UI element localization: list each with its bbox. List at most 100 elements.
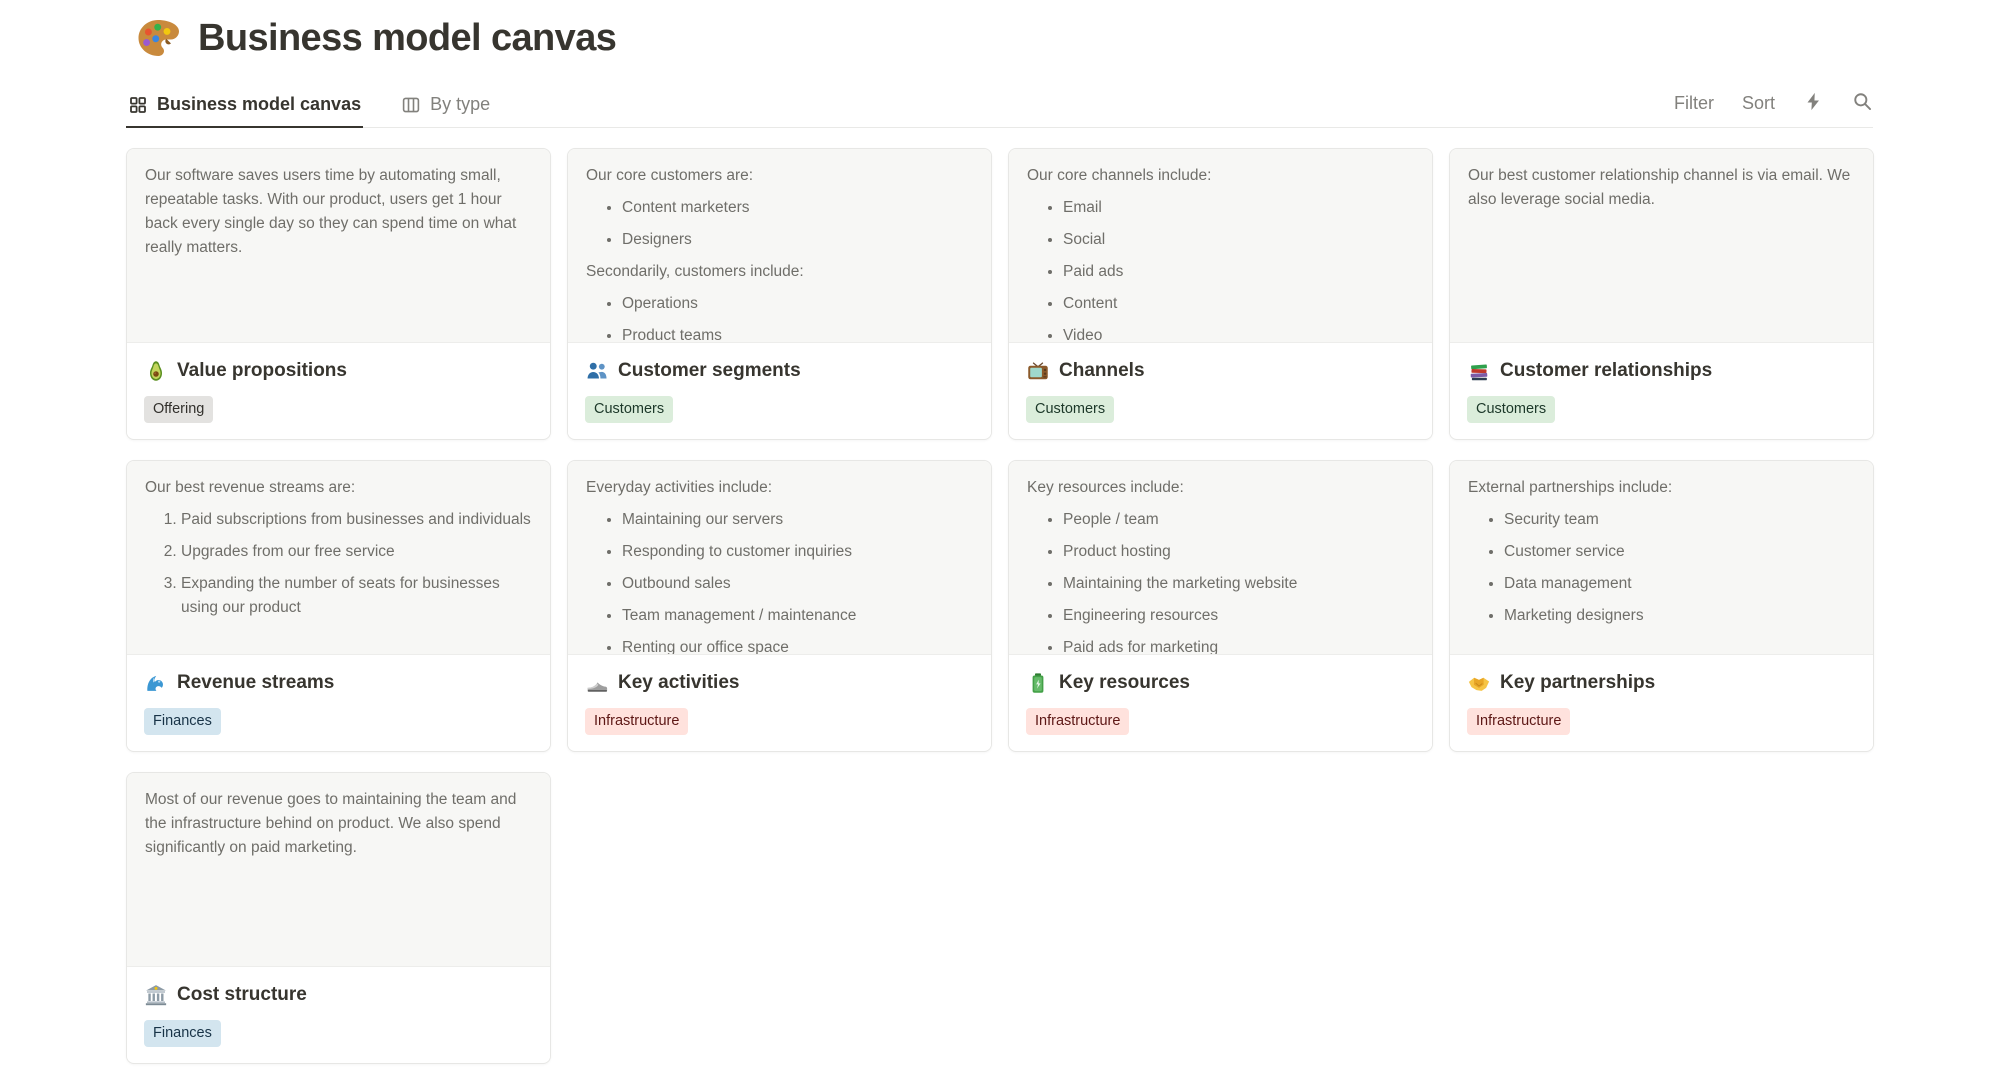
card-footer: Customer segments Customers bbox=[568, 343, 991, 437]
card-cost-structure[interactable]: Most of our revenue goes to maintaining … bbox=[126, 772, 551, 1064]
preview-list-item: Product hosting bbox=[1063, 540, 1414, 564]
preview-list-item: Marketing designers bbox=[1504, 604, 1855, 628]
lightning-button[interactable] bbox=[1803, 92, 1824, 114]
tab-label: By type bbox=[430, 94, 491, 114]
preview-list-item: Team management / maintenance bbox=[622, 604, 973, 628]
card-preview: Our best customer relationship channel i… bbox=[1450, 149, 1873, 343]
card-footer: Key activities Infrastructure bbox=[568, 655, 991, 749]
gallery-grid: Our software saves users time by automat… bbox=[126, 148, 1874, 1064]
preview-list-item: Video bbox=[1063, 324, 1414, 342]
preview-paragraph: Key resources include: bbox=[1027, 479, 1184, 496]
card-title: Key partnerships bbox=[1500, 671, 1656, 693]
card-title: Cost structure bbox=[177, 983, 307, 1005]
tab-label: Business model canvas bbox=[157, 94, 362, 114]
page-header: Business model canvas bbox=[0, 0, 1999, 62]
card-preview: Everyday activities include: Maintaining … bbox=[568, 461, 991, 655]
palette-icon[interactable] bbox=[134, 14, 182, 62]
card-preview: Most of our revenue goes to maintaining … bbox=[127, 773, 550, 967]
card-customer-segments[interactable]: Our core customers are: Content marketers… bbox=[567, 148, 992, 440]
card-tag: Infrastructure bbox=[1467, 708, 1571, 735]
preview-paragraph: Our best customer relationship channel i… bbox=[1468, 167, 1851, 208]
card-footer: Customer relationships Customers bbox=[1450, 343, 1873, 437]
bank-icon bbox=[144, 983, 168, 1007]
view-bar: Business model canvas By type Filter Sor… bbox=[126, 86, 1873, 128]
preview-list-item: Customer service bbox=[1504, 540, 1855, 564]
tab-business-model-canvas[interactable]: Business model canvas bbox=[126, 86, 364, 128]
card-tag: Finances bbox=[144, 1020, 221, 1047]
card-footer: Value propositions Offering bbox=[127, 343, 550, 437]
filter-button[interactable]: Filter bbox=[1673, 93, 1714, 113]
view-tabs: Business model canvas By type bbox=[126, 86, 492, 128]
battery-icon bbox=[1026, 671, 1050, 695]
preview-list-item: Paid ads for marketing bbox=[1063, 636, 1414, 654]
card-key-partnerships[interactable]: External partnerships include: Security t… bbox=[1449, 460, 1874, 752]
card-preview: Our core channels include: Email Social Pai… bbox=[1009, 149, 1432, 343]
preview-list-item: Responding to customer inquiries bbox=[622, 540, 973, 564]
preview-list-item: Content bbox=[1063, 292, 1414, 316]
card-title: Customer relationships bbox=[1500, 359, 1713, 381]
books-icon bbox=[1467, 359, 1491, 383]
card-footer: Key resources Infrastructure bbox=[1009, 655, 1432, 749]
card-footer: Cost structure Finances bbox=[127, 967, 550, 1061]
preview-list-item: Engineering resources bbox=[1063, 604, 1414, 628]
preview-list-item: Designers bbox=[622, 228, 973, 252]
busts-icon bbox=[585, 359, 609, 383]
card-revenue-streams[interactable]: Our best revenue streams are: Paid subscr… bbox=[126, 460, 551, 752]
card-key-activities[interactable]: Everyday activities include: Maintaining … bbox=[567, 460, 992, 752]
preview-list-item: Email bbox=[1063, 196, 1414, 220]
card-tag: Finances bbox=[144, 708, 221, 735]
card-tag: Customers bbox=[1467, 396, 1556, 423]
sort-button[interactable]: Sort bbox=[1741, 93, 1775, 113]
view-controls: Filter Sort bbox=[1673, 91, 1873, 127]
card-channels[interactable]: Our core channels include: Email Social Pai… bbox=[1008, 148, 1433, 440]
card-preview: External partnerships include: Security t… bbox=[1450, 461, 1873, 655]
card-title: Channels bbox=[1059, 359, 1145, 381]
tab-by-type[interactable]: By type bbox=[399, 86, 492, 128]
card-preview: Our core customers are: Content marketers… bbox=[568, 149, 991, 343]
card-customer-relationships[interactable]: Our best customer relationship channel i… bbox=[1449, 148, 1874, 440]
card-tag: Offering bbox=[144, 396, 214, 423]
preview-paragraph: Our core customers are: bbox=[586, 167, 754, 184]
preview-list-item: Outbound sales bbox=[622, 572, 973, 596]
preview-list-item: Social bbox=[1063, 228, 1414, 252]
preview-paragraph: Everyday activities include: bbox=[586, 479, 773, 496]
card-tag: Customers bbox=[585, 396, 674, 423]
preview-list-item: Content marketers bbox=[622, 196, 973, 220]
preview-list-item: People / team bbox=[1063, 508, 1414, 532]
card-title: Revenue streams bbox=[177, 671, 335, 693]
wave-icon bbox=[144, 671, 168, 695]
card-tag: Customers bbox=[1026, 396, 1115, 423]
preview-paragraph: Most of our revenue goes to maintaining … bbox=[145, 791, 517, 856]
card-preview: Our software saves users time by automat… bbox=[127, 149, 550, 343]
preview-list-item: Paid ads bbox=[1063, 260, 1414, 284]
card-key-resources[interactable]: Key resources include: People / team Produ… bbox=[1008, 460, 1433, 752]
search-icon bbox=[1852, 91, 1873, 117]
card-title: Key activities bbox=[618, 671, 740, 693]
shoe-icon bbox=[585, 671, 609, 695]
card-footer: Revenue streams Finances bbox=[127, 655, 550, 749]
page-title[interactable]: Business model canvas bbox=[198, 16, 617, 59]
card-tag: Infrastructure bbox=[1026, 708, 1130, 735]
preview-paragraph: Our best revenue streams are: bbox=[145, 479, 356, 496]
card-value-propositions[interactable]: Our software saves users time by automat… bbox=[126, 148, 551, 440]
preview-list-item: Data management bbox=[1504, 572, 1855, 596]
card-tag: Infrastructure bbox=[585, 708, 689, 735]
gallery-view-icon bbox=[128, 95, 148, 115]
search-button[interactable] bbox=[1852, 91, 1873, 117]
card-title: Value propositions bbox=[177, 359, 347, 381]
card-preview: Key resources include: People / team Produ… bbox=[1009, 461, 1432, 655]
preview-paragraph: Secondarily, customers include: bbox=[586, 263, 804, 280]
preview-list-item: Expanding the number of seats for busine… bbox=[181, 572, 532, 620]
preview-paragraph: Our software saves users time by automat… bbox=[145, 167, 517, 256]
card-title: Customer segments bbox=[618, 359, 801, 381]
preview-list-item: Operations bbox=[622, 292, 973, 316]
tv-icon bbox=[1026, 359, 1050, 383]
card-preview: Our best revenue streams are: Paid subscr… bbox=[127, 461, 550, 655]
preview-list-item: Renting our office space bbox=[622, 636, 973, 654]
preview-list-item: Maintaining our servers bbox=[622, 508, 973, 532]
card-footer: Key partnerships Infrastructure bbox=[1450, 655, 1873, 749]
preview-paragraph: Our core channels include: bbox=[1027, 167, 1212, 184]
preview-list-item: Maintaining the marketing website bbox=[1063, 572, 1414, 596]
card-footer: Channels Customers bbox=[1009, 343, 1432, 437]
